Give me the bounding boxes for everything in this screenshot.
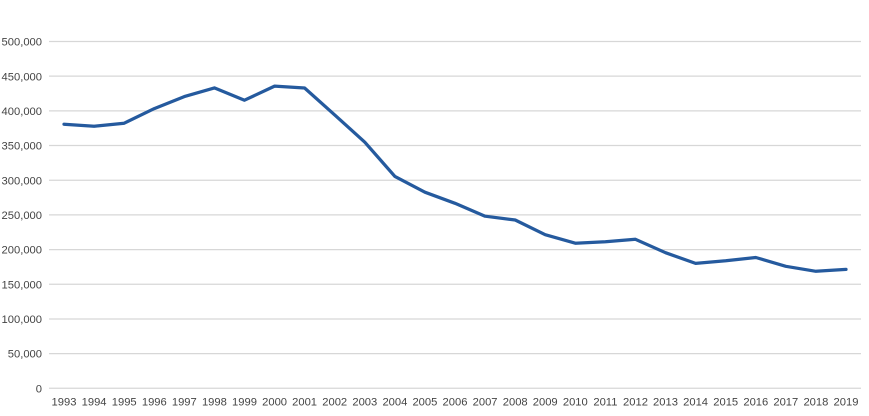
svg-text:350,000: 350,000 (2, 141, 42, 153)
svg-text:2002: 2002 (322, 396, 347, 408)
svg-text:2003: 2003 (352, 396, 377, 408)
svg-text:250,000: 250,000 (2, 210, 42, 222)
svg-text:150,000: 150,000 (2, 279, 42, 291)
svg-text:1994: 1994 (82, 396, 107, 408)
svg-text:50,000: 50,000 (8, 349, 42, 361)
svg-text:2007: 2007 (473, 396, 498, 408)
svg-text:2018: 2018 (803, 396, 828, 408)
svg-text:2009: 2009 (533, 396, 558, 408)
svg-text:2016: 2016 (743, 396, 768, 408)
svg-text:2013: 2013 (653, 396, 678, 408)
svg-text:2008: 2008 (503, 396, 528, 408)
svg-text:2014: 2014 (683, 396, 708, 408)
svg-text:2015: 2015 (713, 396, 738, 408)
svg-text:2000: 2000 (262, 396, 287, 408)
svg-text:300,000: 300,000 (2, 175, 42, 187)
svg-text:2017: 2017 (773, 396, 798, 408)
svg-text:2005: 2005 (412, 396, 437, 408)
svg-text:500,000: 500,000 (2, 37, 42, 49)
svg-text:400,000: 400,000 (2, 106, 42, 118)
svg-text:1999: 1999 (232, 396, 257, 408)
svg-text:2011: 2011 (593, 396, 617, 408)
svg-text:200,000: 200,000 (2, 245, 42, 257)
svg-text:1998: 1998 (202, 396, 227, 408)
svg-text:1996: 1996 (142, 396, 167, 408)
svg-text:1993: 1993 (52, 396, 77, 408)
svg-text:100,000: 100,000 (2, 314, 42, 326)
svg-text:1995: 1995 (112, 396, 137, 408)
svg-text:2006: 2006 (443, 396, 468, 408)
svg-text:2012: 2012 (623, 396, 648, 408)
svg-text:450,000: 450,000 (2, 71, 42, 83)
svg-text:2019: 2019 (834, 396, 859, 408)
svg-text:0: 0 (36, 383, 42, 395)
svg-text:2004: 2004 (382, 396, 407, 408)
svg-text:2001: 2001 (292, 396, 317, 408)
svg-text:1997: 1997 (172, 396, 197, 408)
svg-text:2010: 2010 (563, 396, 588, 408)
